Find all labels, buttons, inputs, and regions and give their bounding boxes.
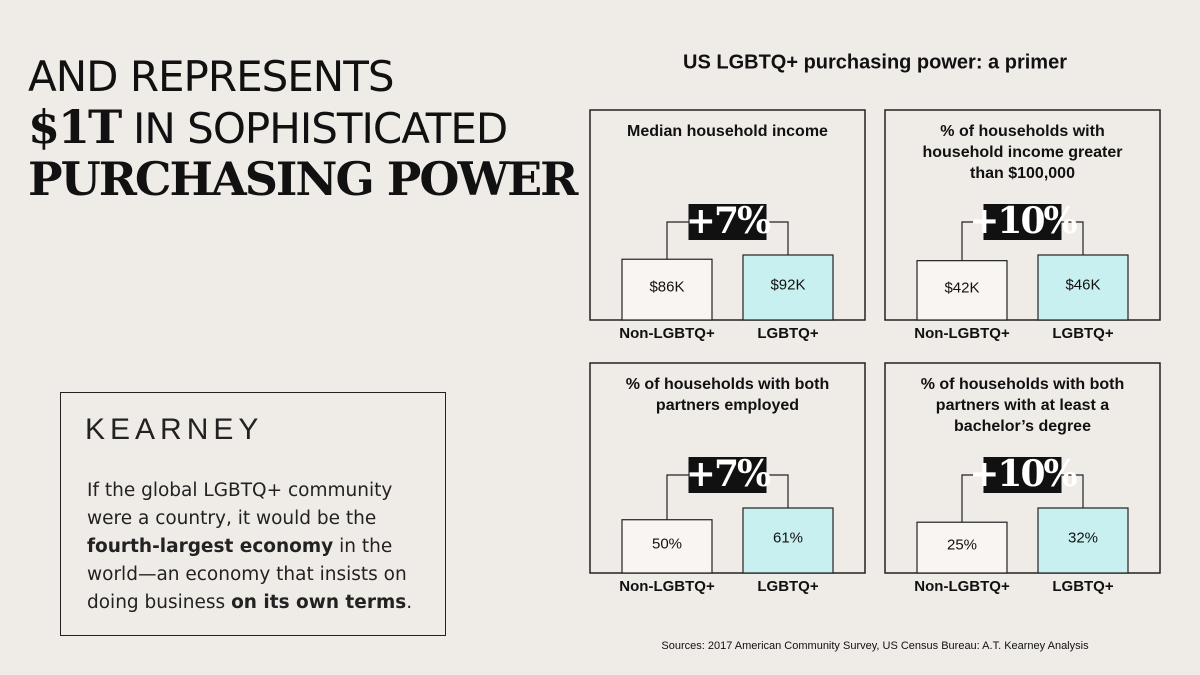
value-label: 32% (1068, 529, 1098, 546)
category-label: Non-LGBTQ+ (619, 578, 715, 595)
panel-box (884, 109, 1161, 321)
bracket (1061, 474, 1084, 508)
headline-line: PURCHASING POWER (28, 152, 578, 206)
bar (1037, 507, 1129, 574)
change-badge (688, 457, 767, 493)
bracket (766, 221, 789, 255)
callout-text: If the global LGBTQ+ community were a co… (87, 477, 427, 617)
change-label: +7% (686, 200, 771, 242)
category-label: Non-LGBTQ+ (619, 325, 715, 342)
callout-segment: on its own terms (231, 592, 407, 613)
category-label: LGBTQ+ (757, 325, 818, 342)
value-label: $42K (944, 279, 979, 296)
headline-line: $1T IN SOPHISTICATED (28, 102, 576, 154)
bracket (666, 474, 689, 520)
category-label: Non-LGBTQ+ (914, 325, 1010, 342)
headline-text: IN SOPHISTICATED (133, 104, 508, 153)
headline: AND REPRESENTS $1T IN SOPHISTICATED PURC… (28, 52, 578, 206)
value-label: $92K (770, 276, 805, 293)
change-label: +7% (686, 453, 771, 495)
bracket (961, 221, 984, 261)
chart-title: Median household income (627, 123, 828, 140)
callout-segment: in the world—an economy that insists on … (87, 536, 407, 613)
panel-box (589, 109, 866, 321)
panel-box (884, 362, 1161, 574)
callout-segment: If the global LGBTQ+ community were a co… (87, 480, 393, 529)
category-label: LGBTQ+ (757, 578, 818, 595)
value-label: $46K (1065, 276, 1100, 293)
source: Sources: 2017 American Community Survey,… (661, 640, 1089, 652)
value-label: 25% (947, 537, 977, 554)
category-label: LGBTQ+ (1052, 578, 1113, 595)
category-label: Non-LGBTQ+ (914, 578, 1010, 595)
headline-bold: $1T (28, 100, 122, 154)
value-label: $86K (649, 279, 684, 296)
chart-title: % of households with both partners employ… (626, 376, 830, 414)
chart-title: % of households with both partners with a… (921, 376, 1125, 435)
change-badge (688, 204, 767, 240)
bracket (1061, 221, 1084, 255)
bar (916, 260, 1008, 321)
bar (916, 521, 1008, 574)
callout-segment: fourth-largest economy (87, 536, 334, 557)
brand: KEARNEY (85, 413, 264, 446)
value-label: 61% (773, 529, 803, 546)
change-badge (983, 204, 1062, 240)
bracket (666, 221, 689, 260)
bar (742, 507, 834, 574)
panel-title: US LGBTQ+ purchasing power: a primer (683, 51, 1067, 73)
bar (621, 519, 713, 574)
change-label: +10% (969, 200, 1077, 242)
bar (1037, 254, 1129, 321)
category-label: LGBTQ+ (1052, 325, 1113, 342)
bracket (961, 474, 984, 523)
headline-line: AND REPRESENTS (28, 52, 395, 101)
change-label: +10% (969, 453, 1077, 495)
change-badge (983, 457, 1062, 493)
chart-title: % of households with household income gre… (922, 123, 1122, 182)
callout-segment: . (406, 592, 413, 613)
bracket (766, 474, 789, 508)
callout-box: KEARNEY If the global LGBTQ+ community w… (60, 392, 446, 636)
value-label: 50% (652, 535, 682, 552)
panel-box (589, 362, 866, 574)
